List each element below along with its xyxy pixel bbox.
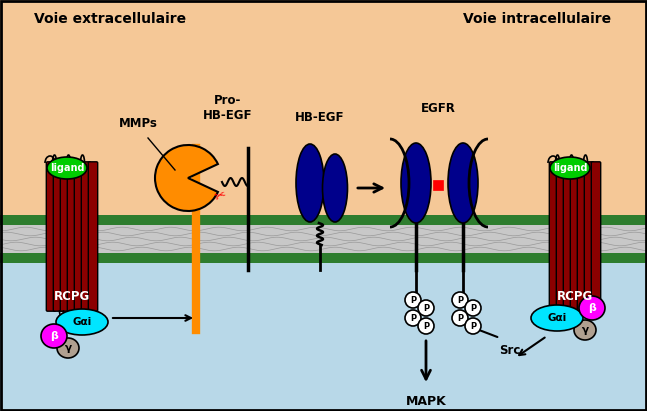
- FancyBboxPatch shape: [564, 162, 573, 311]
- Circle shape: [452, 292, 468, 308]
- Ellipse shape: [57, 338, 79, 358]
- Bar: [0, 250, 647, 411]
- Ellipse shape: [296, 144, 324, 222]
- FancyBboxPatch shape: [577, 162, 587, 311]
- Text: P: P: [470, 321, 476, 330]
- Text: P: P: [423, 321, 429, 330]
- Text: γ: γ: [582, 325, 589, 335]
- Circle shape: [405, 310, 421, 326]
- Wedge shape: [155, 145, 218, 211]
- Text: Src: Src: [499, 344, 521, 356]
- Circle shape: [418, 300, 434, 316]
- FancyBboxPatch shape: [67, 162, 77, 311]
- Text: RCPG: RCPG: [54, 290, 90, 303]
- Text: RCPG: RCPG: [557, 290, 593, 303]
- FancyBboxPatch shape: [591, 162, 600, 311]
- Bar: [0, 215, 647, 227]
- FancyBboxPatch shape: [82, 162, 91, 311]
- Text: MAPK: MAPK: [406, 395, 446, 408]
- Text: Gαi: Gαi: [72, 317, 92, 327]
- Text: Gαi: Gαi: [547, 313, 567, 323]
- Text: ligand: ligand: [50, 163, 84, 173]
- Circle shape: [405, 292, 421, 308]
- Bar: [0, 253, 647, 263]
- Ellipse shape: [531, 305, 583, 331]
- Ellipse shape: [574, 320, 596, 340]
- FancyBboxPatch shape: [47, 162, 56, 311]
- Ellipse shape: [550, 157, 590, 179]
- Text: P: P: [423, 303, 429, 312]
- Circle shape: [465, 318, 481, 334]
- Bar: [433, 180, 443, 190]
- Ellipse shape: [41, 324, 67, 348]
- Text: P: P: [410, 296, 416, 305]
- Text: γ: γ: [65, 343, 72, 353]
- FancyBboxPatch shape: [556, 162, 565, 311]
- Text: Voie intracellulaire: Voie intracellulaire: [463, 12, 611, 26]
- Ellipse shape: [56, 309, 108, 335]
- Circle shape: [452, 310, 468, 326]
- Bar: [0, 0, 647, 250]
- Text: P: P: [410, 314, 416, 323]
- Text: P: P: [457, 314, 463, 323]
- FancyBboxPatch shape: [549, 162, 559, 311]
- Text: MMPs: MMPs: [118, 117, 157, 130]
- Text: ✂: ✂: [212, 187, 228, 205]
- FancyBboxPatch shape: [584, 162, 594, 311]
- Text: EGFR: EGFR: [421, 102, 455, 115]
- Ellipse shape: [448, 143, 478, 223]
- FancyBboxPatch shape: [88, 162, 98, 311]
- Text: β: β: [50, 331, 58, 341]
- Text: ligand: ligand: [553, 163, 587, 173]
- FancyBboxPatch shape: [60, 162, 70, 311]
- FancyBboxPatch shape: [74, 162, 83, 311]
- Text: Voie extracellulaire: Voie extracellulaire: [34, 12, 186, 26]
- Circle shape: [418, 318, 434, 334]
- Ellipse shape: [579, 296, 605, 320]
- FancyBboxPatch shape: [570, 162, 580, 311]
- Ellipse shape: [401, 143, 431, 223]
- FancyBboxPatch shape: [53, 162, 63, 311]
- Text: β: β: [588, 303, 596, 313]
- Ellipse shape: [47, 157, 87, 179]
- Text: P: P: [470, 303, 476, 312]
- Text: HB-EGF: HB-EGF: [295, 111, 345, 123]
- Text: P: P: [457, 296, 463, 305]
- Ellipse shape: [322, 154, 347, 222]
- Circle shape: [465, 300, 481, 316]
- Text: Pro-
HB-EGF: Pro- HB-EGF: [203, 94, 253, 122]
- Bar: [0, 225, 647, 255]
